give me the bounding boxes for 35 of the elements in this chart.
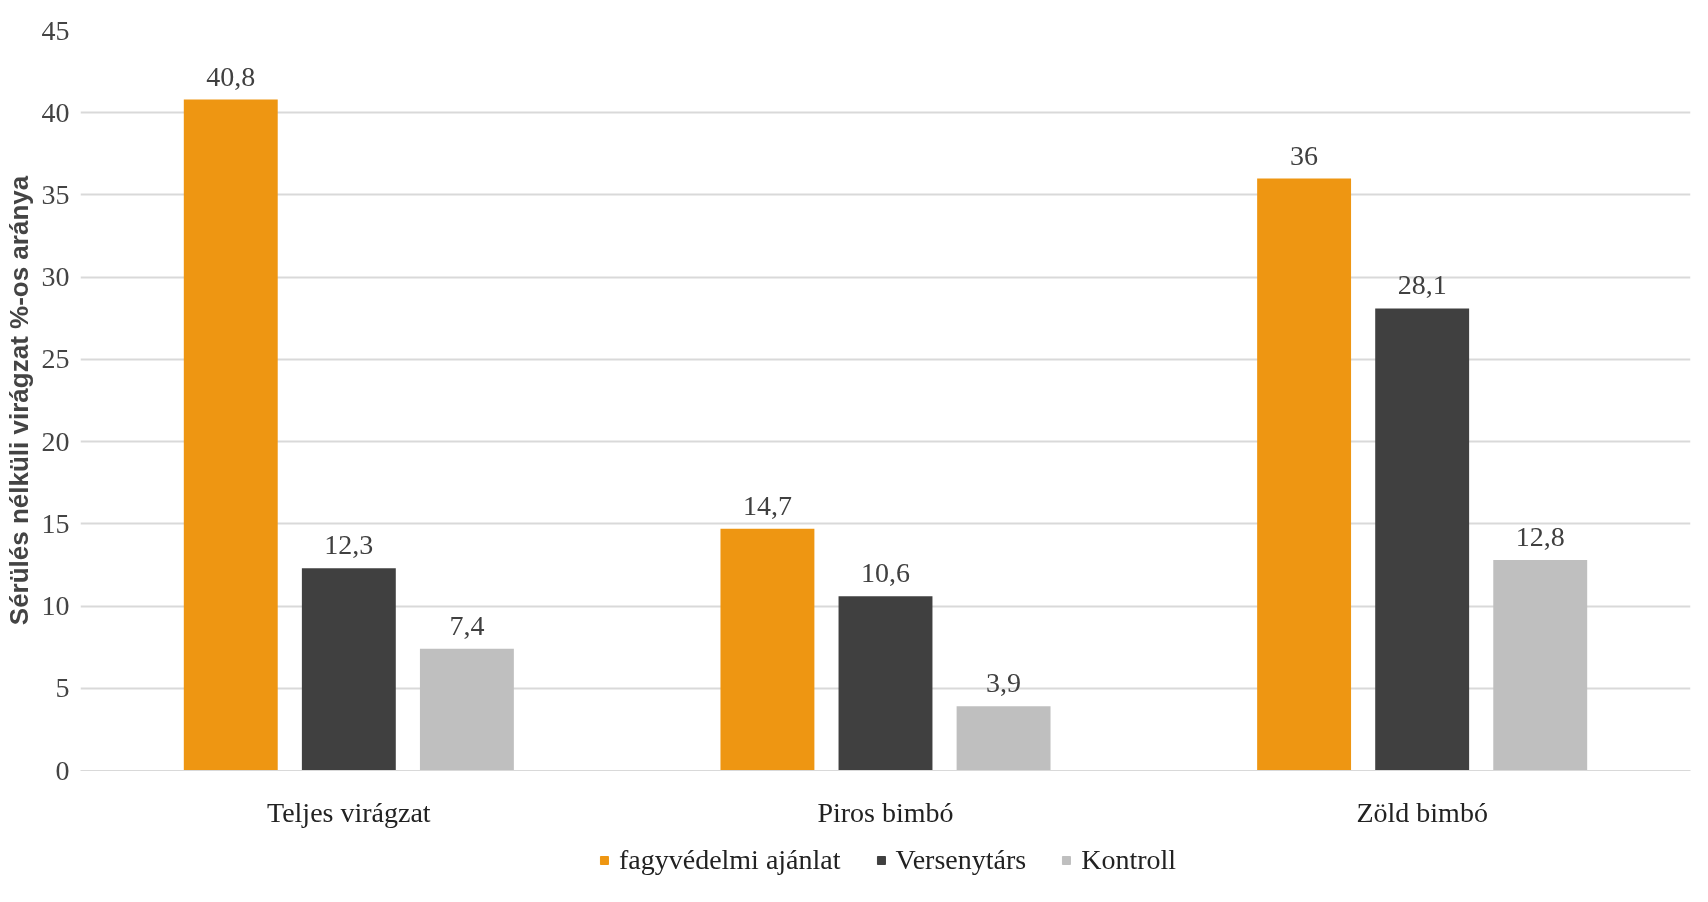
bar (838, 596, 933, 771)
legend-label: Versenytárs (895, 844, 1027, 876)
y-tick-label: 10 (41, 590, 70, 622)
bar (183, 99, 278, 771)
data-label: 12,8 (1515, 521, 1565, 553)
y-tick-label: 40 (41, 96, 70, 128)
bar (419, 648, 514, 771)
data-label: 3,9 (986, 667, 1022, 699)
data-label: 36 (1290, 139, 1319, 171)
y-tick-label: 15 (41, 507, 70, 539)
data-label: 7,4 (449, 609, 485, 641)
y-tick-label: 0 (55, 754, 70, 786)
data-label: 12,3 (324, 529, 374, 561)
data-label: 10,6 (861, 557, 910, 589)
bar (1375, 308, 1470, 771)
data-label: 40,8 (206, 60, 256, 92)
bar (301, 568, 396, 771)
legend-label: Kontroll (1081, 844, 1177, 876)
bar (956, 706, 1051, 771)
y-tick-label: 35 (41, 178, 70, 210)
y-tick-label: 5 (55, 672, 70, 704)
y-tick-label: 30 (41, 261, 70, 293)
legend-label: fagyvédelmi ajánlat (618, 844, 841, 876)
data-label: 14,7 (742, 489, 792, 521)
x-tick-label: Teljes virágzat (267, 796, 431, 828)
data-label: 28,1 (1397, 269, 1447, 301)
bar (720, 528, 815, 771)
bar (1493, 560, 1588, 771)
y-tick-label: 20 (41, 425, 70, 457)
y-tick-label: 25 (41, 343, 70, 375)
bar (1257, 178, 1352, 771)
x-tick-label: Zöld bimbó (1356, 796, 1488, 828)
y-tick-label: 45 (41, 14, 70, 46)
x-tick-label: Piros bimbó (817, 796, 954, 828)
y-axis-title: Sérülés nélküli virágzat %-os aránya (3, 175, 34, 626)
